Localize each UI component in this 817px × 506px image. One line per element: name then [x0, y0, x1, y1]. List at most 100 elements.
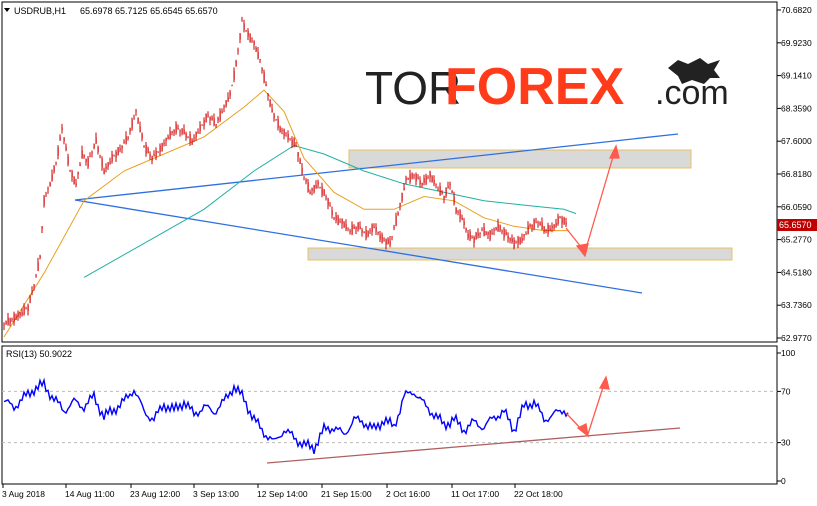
candle-body	[565, 222, 567, 225]
candle-body	[457, 211, 459, 213]
candle-body	[323, 189, 325, 196]
candle-body	[213, 118, 215, 126]
candle-body	[337, 216, 339, 225]
candle-body	[373, 226, 375, 229]
rsi-tick-label: 30	[781, 438, 791, 448]
candle-body	[385, 239, 387, 245]
candle-body	[269, 99, 271, 106]
candle-body	[81, 150, 83, 159]
candle-body	[489, 230, 491, 240]
candle-body	[197, 132, 199, 134]
candle-body	[71, 171, 73, 178]
rsi-up-arrowhead	[598, 375, 610, 390]
candle-body	[131, 119, 133, 130]
candle-body	[367, 230, 369, 237]
dropdown-triangle-icon[interactable]	[4, 8, 10, 12]
price-tick-label: 63.7360	[781, 300, 812, 310]
time-tick-label: 22 Oct 18:00	[514, 489, 563, 499]
candle-body	[345, 224, 347, 230]
candle-body	[243, 23, 245, 30]
candle-body	[25, 308, 27, 310]
candle-body	[257, 51, 259, 59]
candle-body	[267, 94, 269, 96]
ma-slow-path	[83, 144, 577, 278]
candle-body	[247, 30, 249, 37]
price-up-arrowhead	[608, 144, 620, 159]
candle-body	[339, 221, 341, 223]
candle-body	[183, 129, 185, 135]
candle-body	[195, 131, 197, 138]
candle-body	[53, 166, 55, 172]
candle-body	[475, 233, 477, 240]
candle-body	[93, 144, 95, 149]
candle-body	[19, 312, 21, 316]
candle-body	[241, 20, 243, 22]
candle-body	[97, 146, 99, 152]
candle-body	[503, 228, 505, 238]
rsi-line	[3, 377, 569, 454]
ma-fast-line	[3, 89, 569, 338]
candle-body	[57, 147, 59, 156]
candle-body	[35, 276, 37, 277]
candle-body	[155, 150, 157, 158]
candle-body	[271, 108, 273, 113]
candle-body	[401, 193, 403, 201]
candle-body	[553, 224, 555, 229]
time-tick-label: 12 Sep 14:00	[257, 489, 308, 499]
candle-body	[145, 144, 147, 154]
candle-body	[221, 111, 223, 114]
candle-body	[169, 131, 171, 139]
candle-body	[305, 179, 307, 182]
candle-body	[327, 198, 329, 206]
candle-body	[49, 182, 51, 186]
candle-body	[63, 137, 65, 142]
candle-body	[315, 185, 317, 189]
candle-body	[101, 158, 103, 168]
candle-body	[261, 68, 263, 71]
candle-body	[501, 230, 503, 232]
candle-body	[469, 231, 471, 240]
candle-body	[535, 222, 537, 223]
candle-body	[237, 50, 239, 52]
price-tag-value: 65.6570	[779, 220, 812, 230]
candle-body	[393, 227, 395, 229]
candle-body	[371, 224, 373, 232]
candle-body	[417, 177, 419, 180]
candle-body	[309, 192, 311, 195]
rsi-panel	[1, 345, 778, 485]
price-axis: 70.6820 69.9230 69.1410 68.3590 67.6000 66.81…	[777, 5, 812, 343]
candle-body	[105, 166, 107, 169]
candle-body	[511, 238, 513, 243]
candle-body	[147, 148, 149, 154]
candle-body	[441, 191, 443, 195]
candle-body	[297, 152, 299, 157]
candle-body	[79, 164, 81, 166]
candle-body	[151, 155, 153, 161]
candle-body	[533, 219, 535, 229]
candle-body	[5, 321, 7, 325]
candle-body	[229, 91, 231, 96]
candle-body	[473, 236, 475, 243]
candle-body	[387, 238, 389, 244]
candle-body	[179, 130, 181, 132]
candle-body	[447, 186, 449, 188]
candle-body	[87, 157, 89, 167]
candle-body	[203, 120, 205, 126]
candle-body	[217, 117, 219, 121]
candle-body	[133, 118, 135, 120]
candle-body	[127, 136, 129, 139]
price-down-arrowhead	[575, 243, 589, 258]
candle-body	[399, 203, 401, 206]
time-tick-label: 3 Sep 13:00	[193, 489, 239, 499]
candle-body	[103, 169, 105, 175]
candle-body	[239, 33, 241, 40]
candle-body	[137, 118, 139, 123]
candle-body	[31, 290, 33, 294]
candle-body	[277, 119, 279, 128]
candle-body	[449, 183, 451, 186]
candle-body	[125, 136, 127, 144]
candle-body	[89, 156, 91, 157]
candle-body	[357, 222, 359, 230]
candle-body	[431, 176, 433, 183]
